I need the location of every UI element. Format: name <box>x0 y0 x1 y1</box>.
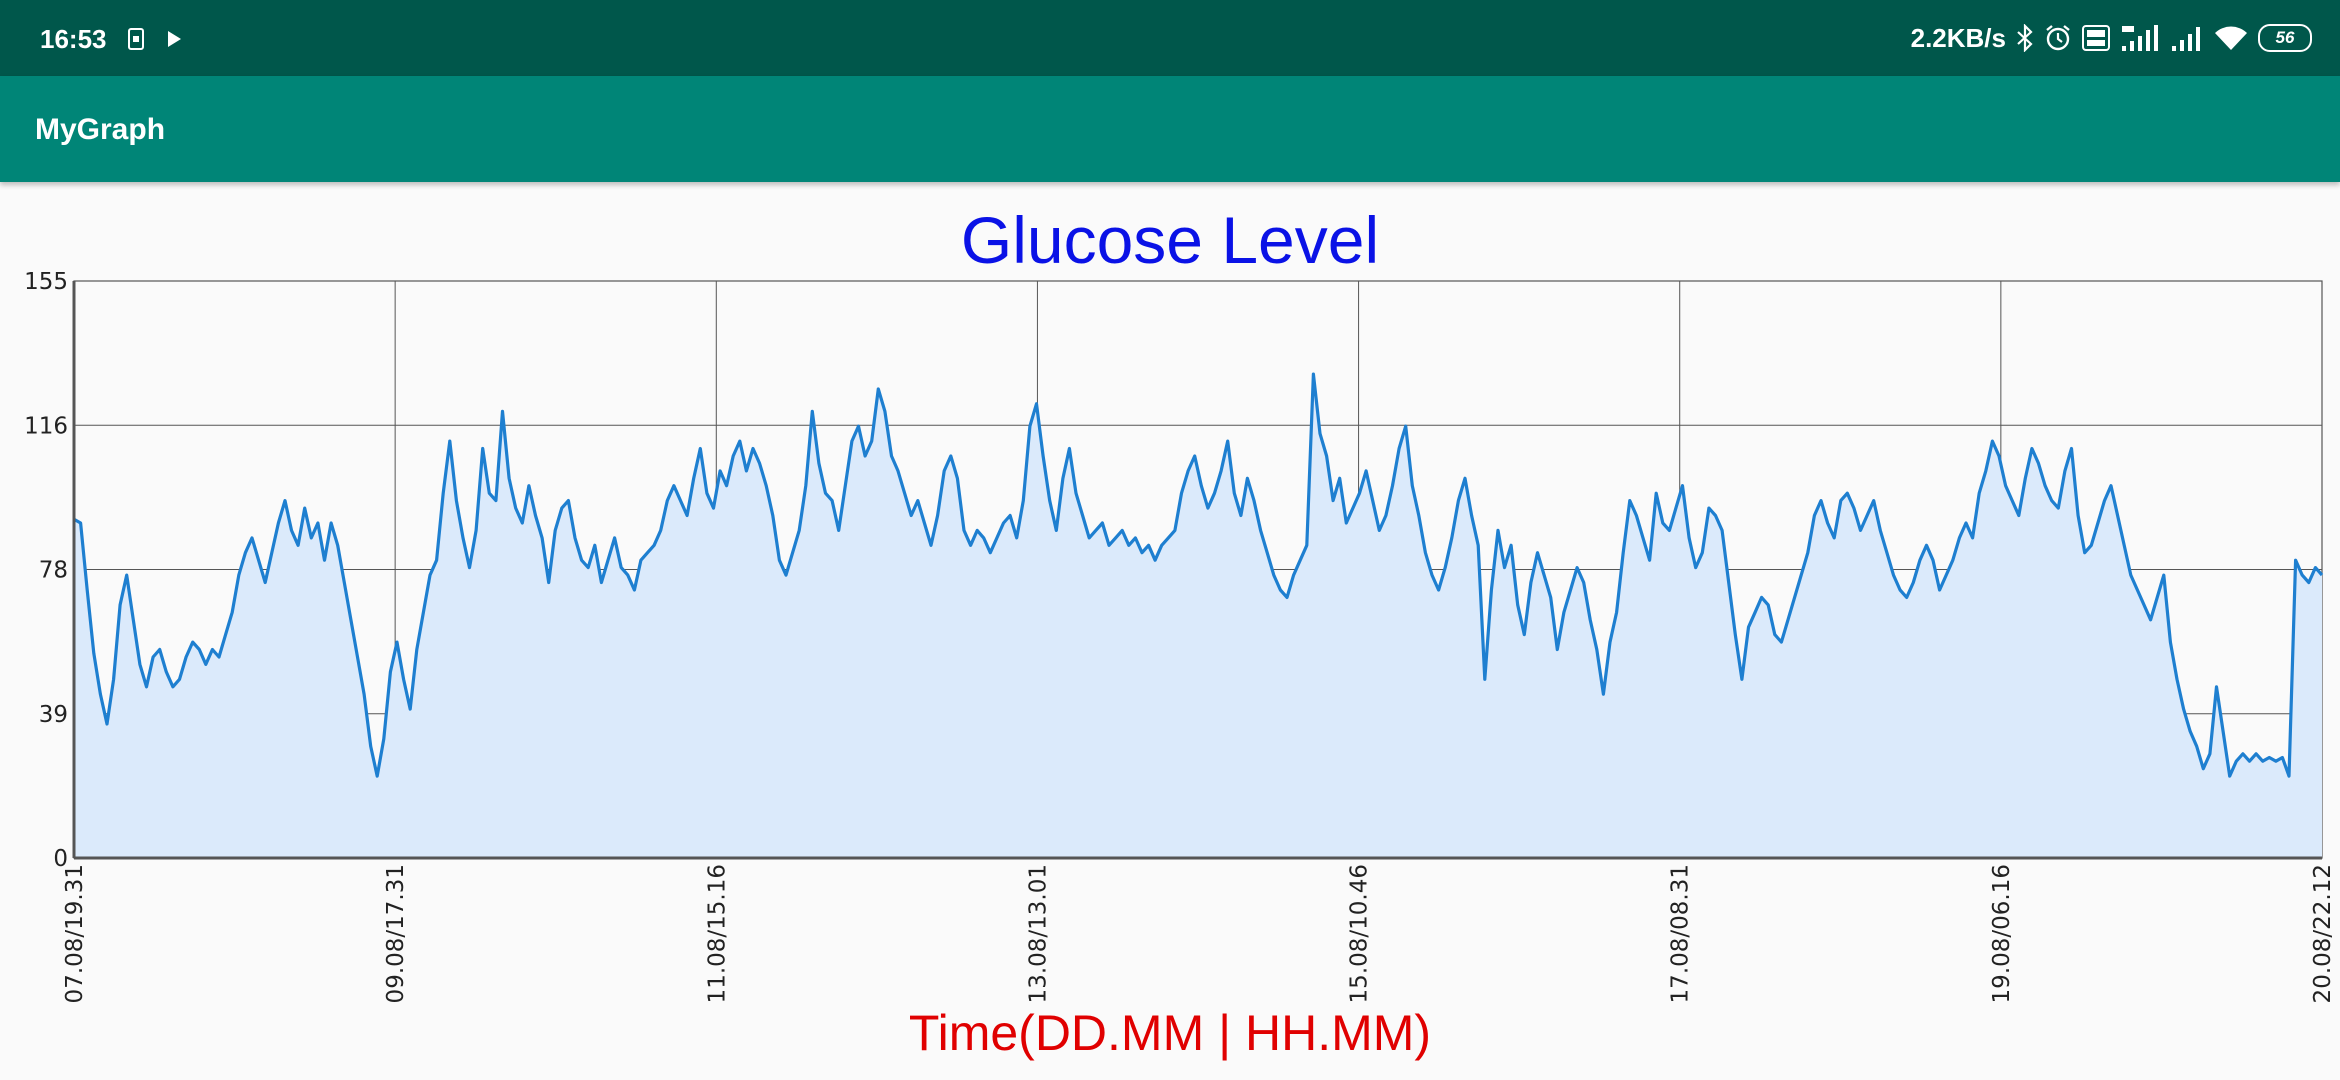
alarm-icon <box>2046 25 2070 51</box>
status-bar: 16:53 2.2KB/s <box>0 0 2340 76</box>
area-series <box>73 372 2324 858</box>
sim-icon <box>128 28 144 50</box>
signal-icon <box>2172 27 2200 51</box>
y-axis-ticks: 0 39 78 116 155 <box>24 269 68 872</box>
axes <box>72 281 2322 860</box>
x-axis-ticks: 07.08/19.31 09.08/17.31 11.08/15.16 13.08/1… <box>62 864 2336 1003</box>
status-right-icons: 2.2KB/s <box>1911 20 2312 56</box>
battery-level: 56 <box>2275 28 2295 47</box>
x-tick-label: 13.08/13.01 <box>1025 864 1051 1003</box>
bluetooth-icon <box>2017 24 2033 52</box>
glucose-chart: 0 39 78 116 155 07.08/19.31 09.08/17.31 11.08/… <box>24 269 2336 1003</box>
play-icon <box>168 31 181 47</box>
app-title: MyGraph <box>35 113 166 146</box>
x-tick-label: 15.08/10.46 <box>1347 864 1373 1003</box>
app-bar: MyGraph <box>0 76 2340 182</box>
y-tick-label: 155 <box>24 269 68 295</box>
signal-4g-icon <box>2122 25 2158 51</box>
y-tick-label: 116 <box>24 413 68 439</box>
y-tick-label: 39 <box>39 702 68 728</box>
x-axis-title: Time(DD.MM | HH.MM) <box>908 1005 1432 1061</box>
chart-container: Glucose Level 0 39 78 116 155 07.08/19.31 09.… <box>0 182 2340 1080</box>
volte-icon <box>2082 25 2110 51</box>
y-tick-label: 0 <box>53 846 68 872</box>
x-tick-label: 09.08/17.31 <box>383 864 409 1003</box>
wifi-icon <box>2215 26 2247 50</box>
x-tick-label: 17.08/08.31 <box>1668 864 1694 1003</box>
x-tick-label: 20.08/22.12 <box>2310 864 2336 1003</box>
series-area-fill <box>74 374 2322 858</box>
x-tick-label: 19.08/06.16 <box>1989 864 2015 1003</box>
battery-icon: 56 <box>2258 24 2312 52</box>
status-time: 16:53 <box>40 24 107 54</box>
chart-title: Glucose Level <box>960 203 1380 277</box>
x-tick-label: 07.08/19.31 <box>62 864 88 1003</box>
y-tick-label: 78 <box>39 558 68 584</box>
status-left-icons <box>128 24 182 54</box>
x-tick-label: 11.08/15.16 <box>704 864 730 1003</box>
network-speed: 2.2KB/s <box>1910 22 2006 53</box>
series-line <box>73 372 2324 778</box>
